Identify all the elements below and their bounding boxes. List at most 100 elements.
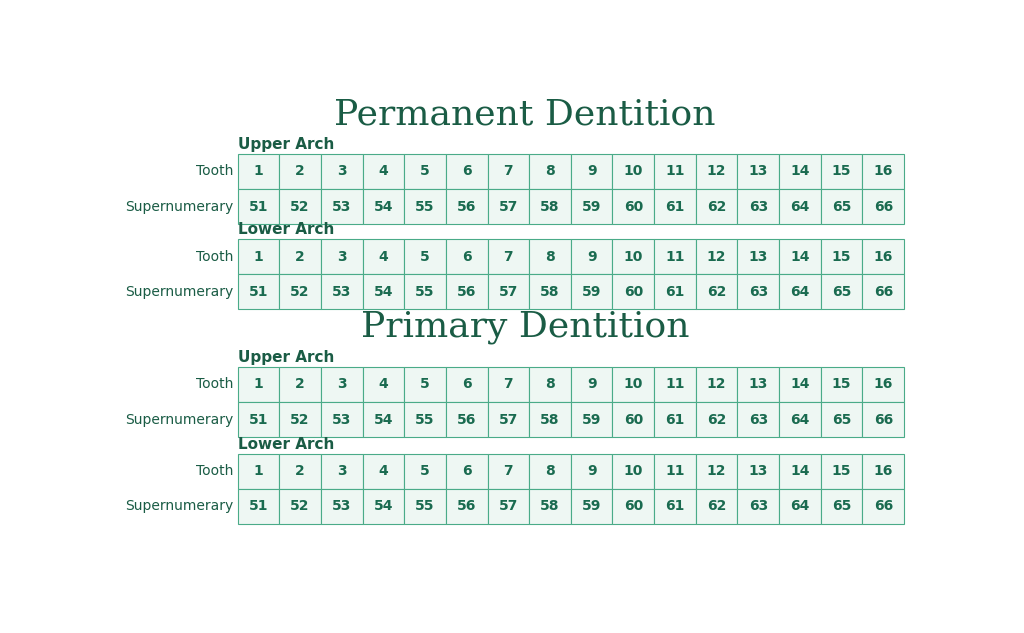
Text: 55: 55	[416, 285, 435, 299]
Bar	[696, 154, 737, 189]
Bar	[238, 402, 280, 437]
Bar	[654, 454, 696, 489]
Text: 1: 1	[254, 165, 263, 179]
Text: 53: 53	[332, 499, 351, 513]
Text: 7: 7	[504, 165, 513, 179]
Bar	[321, 367, 362, 402]
Text: 9: 9	[587, 464, 596, 479]
Text: 62: 62	[707, 413, 726, 427]
Bar	[654, 402, 696, 437]
Text: 7: 7	[504, 464, 513, 479]
Text: 9: 9	[587, 165, 596, 179]
Text: 12: 12	[707, 250, 726, 264]
Bar	[862, 454, 904, 489]
Bar	[487, 154, 529, 189]
Text: 2: 2	[295, 250, 305, 264]
Bar	[612, 189, 654, 224]
Text: Upper Arch: Upper Arch	[238, 350, 334, 365]
Text: 66: 66	[873, 499, 893, 513]
Bar	[821, 454, 862, 489]
Text: 4: 4	[379, 165, 388, 179]
Bar	[280, 489, 321, 524]
Text: 53: 53	[332, 285, 351, 299]
Text: 16: 16	[873, 165, 893, 179]
Text: 56: 56	[457, 413, 476, 427]
Bar	[321, 489, 362, 524]
Text: 61: 61	[666, 499, 685, 513]
Bar	[612, 154, 654, 189]
Bar	[737, 367, 779, 402]
Text: 59: 59	[582, 199, 601, 213]
Text: 6: 6	[462, 250, 471, 264]
Text: 65: 65	[831, 285, 851, 299]
Bar	[821, 274, 862, 310]
Text: 58: 58	[541, 499, 560, 513]
Text: 55: 55	[416, 199, 435, 213]
Text: 8: 8	[545, 250, 555, 264]
Bar	[529, 239, 570, 274]
Text: 54: 54	[374, 413, 393, 427]
Bar	[362, 189, 404, 224]
Bar	[737, 239, 779, 274]
Bar	[570, 274, 612, 310]
Bar	[821, 402, 862, 437]
Bar	[487, 454, 529, 489]
Bar	[362, 367, 404, 402]
Bar	[654, 154, 696, 189]
Bar	[779, 274, 821, 310]
Text: 8: 8	[545, 165, 555, 179]
Text: Permanent Dentition: Permanent Dentition	[334, 98, 716, 132]
Bar	[570, 189, 612, 224]
Bar	[362, 239, 404, 274]
Text: Tooth: Tooth	[197, 464, 233, 479]
Bar	[570, 367, 612, 402]
Text: 64: 64	[791, 285, 810, 299]
Text: 66: 66	[873, 285, 893, 299]
Text: 11: 11	[666, 250, 685, 264]
Bar	[779, 154, 821, 189]
Bar	[280, 274, 321, 310]
Bar	[737, 454, 779, 489]
Text: 57: 57	[499, 413, 518, 427]
Text: 65: 65	[831, 499, 851, 513]
Text: 10: 10	[624, 250, 643, 264]
Bar	[280, 239, 321, 274]
Text: 52: 52	[290, 199, 310, 213]
Bar	[404, 489, 445, 524]
Text: 54: 54	[374, 199, 393, 213]
Bar	[737, 489, 779, 524]
Bar	[445, 274, 487, 310]
Text: 5: 5	[420, 464, 430, 479]
Text: 62: 62	[707, 199, 726, 213]
Text: 60: 60	[624, 285, 643, 299]
Bar	[404, 154, 445, 189]
Bar	[737, 154, 779, 189]
Bar	[779, 489, 821, 524]
Text: Upper Arch: Upper Arch	[238, 137, 334, 152]
Text: 65: 65	[831, 199, 851, 213]
Text: Primary Dentition: Primary Dentition	[360, 310, 689, 344]
Text: 11: 11	[666, 464, 685, 479]
Text: 10: 10	[624, 377, 643, 391]
Bar	[321, 189, 362, 224]
Bar	[779, 239, 821, 274]
Text: 60: 60	[624, 499, 643, 513]
Bar	[821, 154, 862, 189]
Text: 4: 4	[379, 250, 388, 264]
Text: 63: 63	[749, 199, 768, 213]
Bar	[529, 402, 570, 437]
Bar	[238, 189, 280, 224]
Bar	[362, 454, 404, 489]
Text: 66: 66	[873, 199, 893, 213]
Bar	[654, 489, 696, 524]
Text: 15: 15	[831, 464, 851, 479]
Bar	[445, 454, 487, 489]
Text: 52: 52	[290, 499, 310, 513]
Text: 5: 5	[420, 250, 430, 264]
Bar	[779, 367, 821, 402]
Bar	[862, 154, 904, 189]
Bar	[737, 274, 779, 310]
Bar	[404, 367, 445, 402]
Bar	[696, 189, 737, 224]
Bar	[362, 489, 404, 524]
